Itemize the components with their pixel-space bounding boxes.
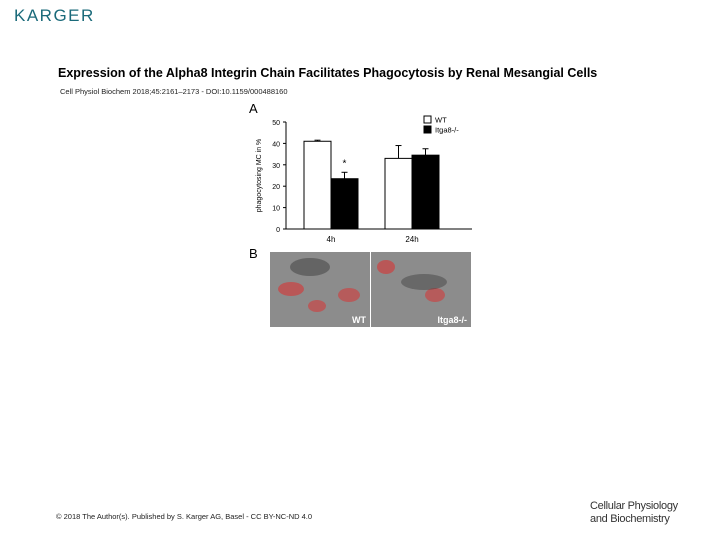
y-tick-label: 50 [272, 120, 280, 127]
citation: Cell Physiol Biochem 2018;45:2161–2173 -… [60, 87, 288, 96]
legend-swatch [423, 125, 432, 134]
journal-line-1: Cellular Physiology [590, 500, 678, 512]
y-tick-label: 10 [272, 206, 280, 213]
slide-title: Expression of the Alpha8 Integrin Chain … [58, 66, 598, 80]
legend-label: Itga8-/- [435, 126, 459, 135]
micrograph-wt-label: WT [352, 315, 366, 325]
y-axis-label: phagocytosing MC in % [256, 139, 263, 213]
journal-line-2: and Biochemistry [590, 513, 670, 525]
x-tick-label: 4h [327, 235, 336, 244]
journal-logo: Cellular Physiology and Biochemistry [590, 500, 678, 526]
x-tick-label: 24h [405, 235, 418, 244]
legend-label: WT [435, 116, 447, 125]
bar [303, 140, 332, 230]
micrograph-itga8: Itga8-/- [371, 252, 471, 327]
panel-b-label: B [249, 246, 258, 261]
karger-logo: KARGER [14, 6, 95, 25]
y-tick-label: 40 [272, 141, 280, 148]
bar [384, 157, 413, 230]
micrograph-itga8-label: Itga8-/- [437, 315, 467, 325]
bar [330, 178, 359, 230]
y-tick-label: 30 [272, 163, 280, 170]
y-tick-label: 0 [276, 227, 280, 234]
copyright-footer: © 2018 The Author(s). Published by S. Ka… [56, 512, 313, 521]
y-tick-label: 20 [272, 184, 280, 191]
legend-swatch [423, 115, 432, 124]
micrograph-wt: WT [270, 252, 370, 327]
bar [411, 154, 440, 230]
significance-marker: * [343, 158, 347, 169]
panel-a-label: A [249, 101, 258, 116]
bar-chart: 0 10 20 30 40 50 phagocytosing MC in % 4h 24h * WT… [256, 115, 472, 244]
